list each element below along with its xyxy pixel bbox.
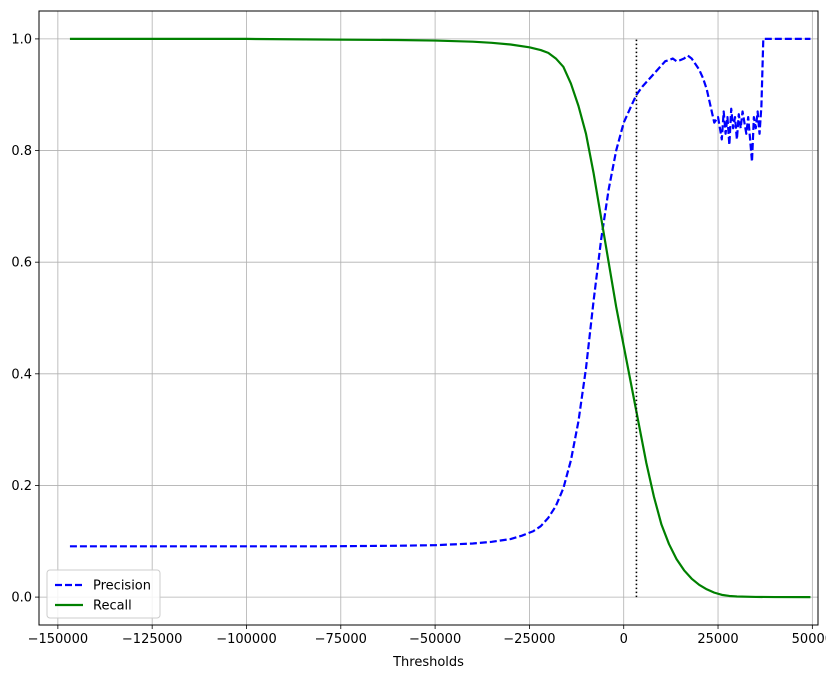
legend-label-precision: Precision — [93, 579, 151, 594]
y-tick-label: 0.0 — [11, 591, 32, 606]
y-tick-label: 0.4 — [11, 367, 32, 382]
x-tick-label: −75000 — [315, 632, 367, 647]
x-tick-label: 50000 — [792, 632, 826, 647]
series-layer — [69, 37, 811, 599]
grid — [39, 11, 818, 625]
x-tick-label: −50000 — [409, 632, 461, 647]
x-axis-ticks: −150000 −125000 −100000 −75000 −50000 −25000 0… — [28, 625, 826, 647]
legend: Precision Recall — [46, 569, 161, 619]
x-tick-label: 25000 — [697, 632, 738, 647]
plot-area-frame — [38, 10, 819, 626]
x-tick-label: −125000 — [122, 632, 183, 647]
x-tick-label: −100000 — [216, 632, 277, 647]
series-line-precision — [69, 37, 811, 548]
y-tick-label: 0.6 — [11, 256, 32, 271]
y-axis-ticks: 0.0 0.2 0.4 0.6 0.8 1.0 — [11, 32, 39, 606]
y-tick-label: 0.2 — [11, 479, 32, 494]
x-tick-label: −150000 — [28, 632, 89, 647]
series-line-recall — [69, 37, 811, 599]
y-tick-label: 1.0 — [11, 32, 32, 47]
x-tick-label: −25000 — [503, 632, 555, 647]
legend-label-recall: Recall — [93, 599, 132, 614]
x-tick-label: 0 — [620, 632, 628, 647]
y-tick-label: 0.8 — [11, 144, 32, 159]
x-axis-label: Thresholds — [392, 655, 464, 670]
